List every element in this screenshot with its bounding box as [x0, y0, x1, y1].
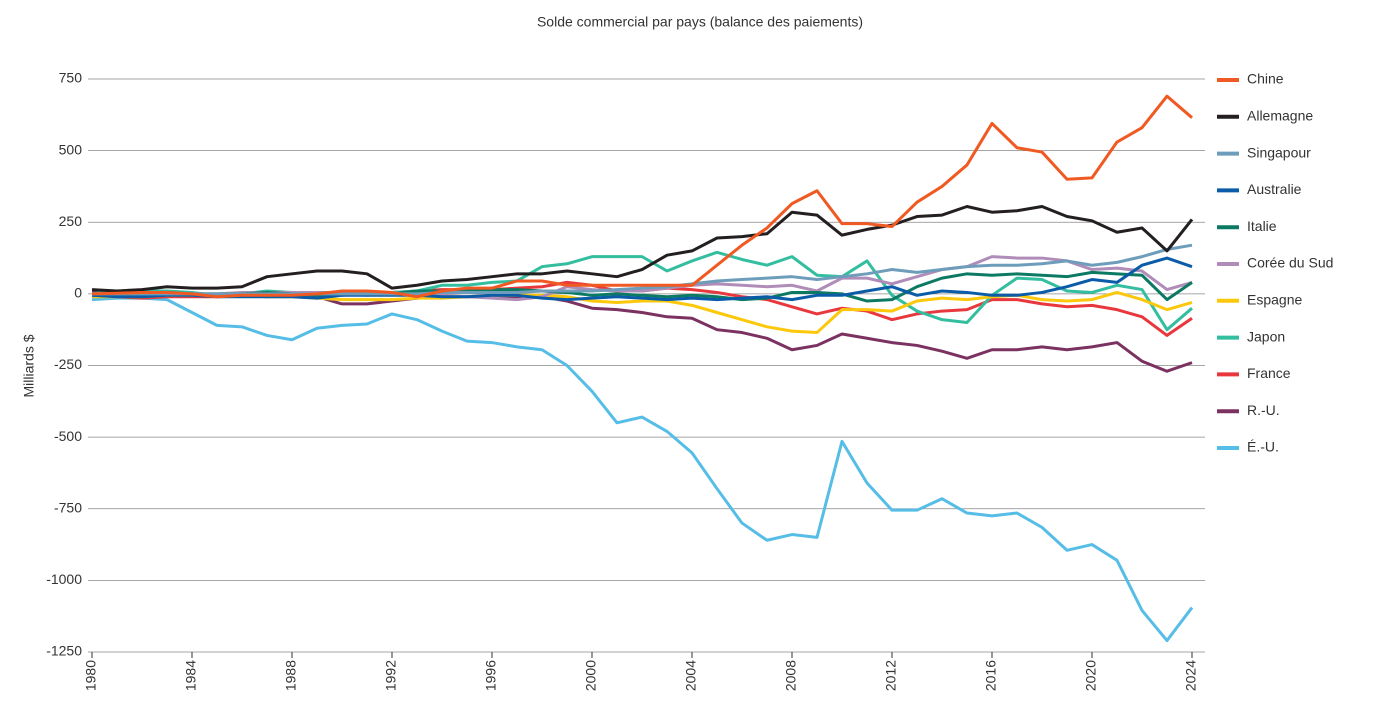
x-tick-label: 2024	[1183, 660, 1199, 691]
x-tick-label: 2020	[1083, 660, 1099, 691]
y-tick-label: 250	[59, 213, 83, 229]
x-tick-label: 1996	[483, 660, 499, 691]
y-tick-label: -750	[54, 499, 82, 515]
legend-label: Australie	[1247, 181, 1302, 197]
x-tick-label: 1988	[283, 660, 299, 691]
y-tick-label: -500	[54, 428, 82, 444]
x-tick-label: 1984	[183, 660, 199, 691]
legend-label: Corée du Sud	[1247, 255, 1333, 271]
y-tick-label: 750	[59, 70, 83, 86]
x-tick-label: 2016	[983, 660, 999, 691]
x-tick-label: 2012	[883, 660, 899, 691]
x-tick-label: 1980	[83, 660, 99, 691]
legend-label: R.-U.	[1247, 402, 1280, 418]
legend-label: France	[1247, 365, 1291, 381]
y-tick-label: -250	[54, 356, 82, 372]
y-tick-label: 0	[74, 285, 82, 301]
x-tick-label: 2004	[683, 660, 699, 691]
legend-label: Singapour	[1247, 144, 1311, 160]
series-line	[91, 296, 1194, 643]
x-tick-label: 2008	[783, 660, 799, 691]
legend-label: Chine	[1247, 71, 1284, 87]
y-axis-label: Milliards $	[21, 334, 37, 397]
series-line	[91, 204, 1194, 293]
legend-label: Allemagne	[1247, 108, 1313, 124]
x-tick-label: 1992	[383, 660, 399, 691]
chart-title: Solde commercial par pays (balance des p…	[537, 14, 863, 30]
series-line	[91, 94, 1193, 299]
y-tick-label: 500	[59, 141, 83, 157]
legend-label: É.-U.	[1247, 439, 1279, 455]
y-tick-label: -1000	[46, 571, 82, 587]
x-tick-label: 2000	[583, 660, 599, 691]
legend-label: Espagne	[1247, 292, 1302, 308]
legend-label: Japon	[1247, 328, 1285, 344]
y-tick-label: -1250	[46, 643, 82, 659]
legend-label: Italie	[1247, 218, 1277, 234]
